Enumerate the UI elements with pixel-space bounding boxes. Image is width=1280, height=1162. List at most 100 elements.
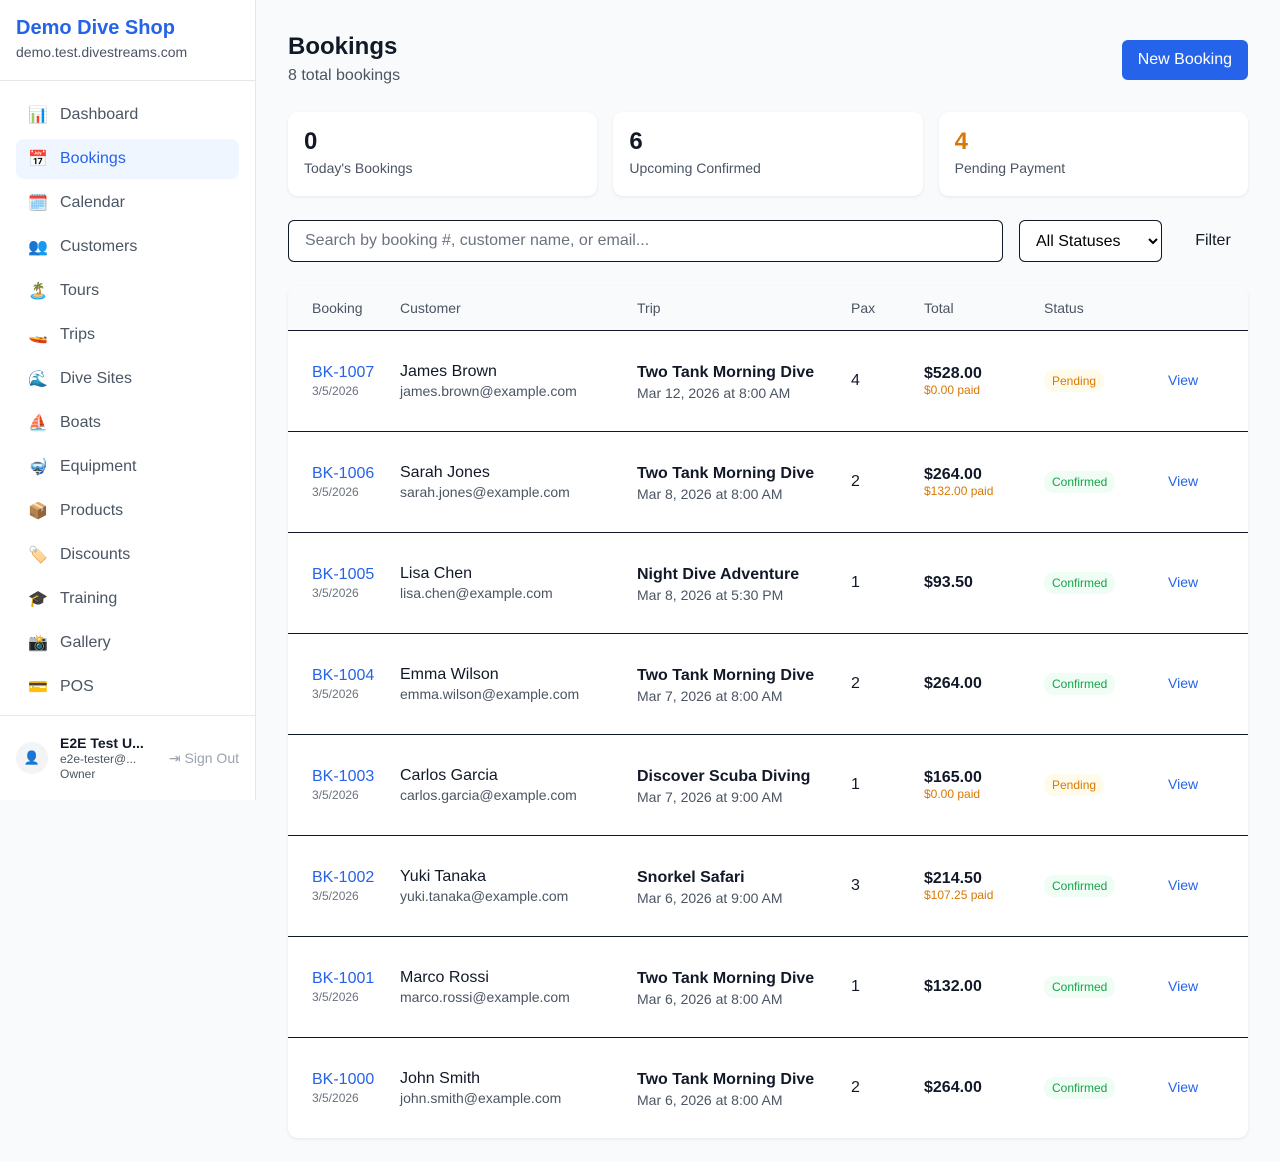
sidebar-item-equipment[interactable]: 🤿 Equipment [16, 447, 239, 487]
sidebar-item-training[interactable]: 🎓 Training [16, 579, 239, 619]
filter-button[interactable]: Filter [1178, 220, 1248, 262]
booking-date: 3/5/2026 [312, 686, 359, 701]
customer-email: lisa.chen@example.com [400, 584, 553, 601]
sidebar-item-dive-sites[interactable]: 🌊 Dive Sites [16, 359, 239, 399]
booking-id-link[interactable]: BK-1005 [312, 565, 375, 583]
trip-name: Two Tank Morning Dive [637, 464, 815, 482]
pax: 4 [851, 330, 924, 432]
status-badge: Confirmed [1044, 1076, 1116, 1099]
search-input[interactable] [288, 220, 1003, 262]
sidebar-item-label: Boats [60, 414, 101, 431]
sidebar-item-label: Trips [60, 326, 95, 343]
user-role: Owner [60, 767, 96, 781]
booking-id-link[interactable]: BK-1000 [312, 1070, 375, 1088]
bookings-icon: 📅 [28, 151, 48, 168]
sidebar-item-label: Dashboard [60, 106, 139, 123]
view-link[interactable]: View [1168, 472, 1199, 489]
shop-host: demo.test.divestreams.com [16, 44, 188, 60]
customer-email: john.smith@example.com [400, 1089, 562, 1106]
sidebar-item-label: Bookings [60, 150, 126, 167]
customer-name: Lisa Chen [400, 564, 473, 582]
new-booking-button[interactable]: New Booking [1121, 40, 1248, 80]
stat-label: Pending Payment [954, 160, 1066, 176]
stat-label: Today's Bookings [304, 160, 413, 176]
view-link[interactable]: View [1168, 371, 1199, 388]
customers-icon: 👥 [28, 239, 48, 256]
paid-amount: $0.00 paid [924, 382, 981, 397]
booking-total: $264.00 [924, 1078, 982, 1096]
column-header: Total [924, 286, 1044, 331]
view-link[interactable]: View [1168, 977, 1199, 994]
status-badge: Confirmed [1044, 470, 1116, 493]
pax: 2 [851, 431, 924, 533]
booking-total: $132.00 [924, 977, 982, 995]
sidebar-item-bookings[interactable]: 📅 Bookings [16, 139, 239, 179]
column-header: Customer [400, 286, 637, 331]
sidebar-item-dashboard[interactable]: 📊 Dashboard [16, 95, 239, 135]
sign-out-icon: ⇥ [168, 749, 185, 766]
pos-icon: 💳 [28, 679, 48, 696]
user-name: E2E Test U... [60, 735, 144, 751]
pax: 2 [851, 633, 924, 735]
table-row: BK-1002 3/5/2026 Yuki Tanaka yuki.tanaka@e… [288, 835, 1248, 937]
pax: 1 [851, 936, 924, 1038]
equipment-icon: 🤿 [28, 459, 48, 476]
booking-id-link[interactable]: BK-1007 [312, 363, 375, 381]
table-row: BK-1005 3/5/2026 Lisa Chen lisa.chen@examp… [288, 532, 1248, 634]
booking-date: 3/5/2026 [312, 1090, 359, 1105]
customer-email: james.brown@example.com [400, 382, 577, 399]
sidebar-item-tours[interactable]: 🏝️ Tours [16, 271, 239, 311]
sidebar: Demo Dive Shop demo.test.divestreams.com… [0, 0, 256, 800]
booking-id-link[interactable]: BK-1004 [312, 666, 375, 684]
trip-date: Mar 6, 2026 at 8:00 AM [637, 1091, 783, 1108]
booking-id-link[interactable]: BK-1006 [312, 464, 375, 482]
status-badge: Confirmed [1044, 672, 1116, 695]
gallery-icon: 📸 [28, 635, 48, 652]
view-link[interactable]: View [1168, 775, 1199, 792]
status-badge: Confirmed [1044, 571, 1116, 594]
user-avatar-icon: 👤 [16, 742, 48, 774]
customer-name: Sarah Jones [400, 463, 490, 481]
sidebar-item-calendar[interactable]: 🗓️ Calendar [16, 183, 239, 223]
sidebar-item-customers[interactable]: 👥 Customers [16, 227, 239, 267]
sidebar-item-gallery[interactable]: 📸 Gallery [16, 623, 239, 663]
sidebar-item-label: Products [60, 502, 124, 519]
sidebar-item-boats[interactable]: ⛵ Boats [16, 403, 239, 443]
booking-date: 3/5/2026 [312, 484, 359, 499]
sign-out-label: Sign Out [184, 749, 239, 766]
table-row: BK-1000 3/5/2026 John Smith john.smith@exa… [288, 1037, 1248, 1138]
sign-out-button[interactable]: ⇥ Sign Out [169, 750, 239, 767]
booking-id-link[interactable]: BK-1001 [312, 969, 375, 987]
customer-name: Carlos Garcia [400, 766, 498, 784]
booking-date: 3/5/2026 [312, 585, 359, 600]
sidebar-item-discounts[interactable]: 🏷️ Discounts [16, 535, 239, 575]
training-icon: 🎓 [28, 591, 48, 608]
view-link[interactable]: View [1168, 573, 1199, 590]
sidebar-item-trips[interactable]: 🚤 Trips [16, 315, 239, 355]
view-link[interactable]: View [1168, 674, 1199, 691]
sidebar-item-products[interactable]: 📦 Products [16, 491, 239, 531]
stat-card: 4 Pending Payment [938, 112, 1248, 196]
paid-amount: $0.00 paid [924, 786, 981, 801]
sidebar-item-label: Discounts [60, 546, 131, 563]
shop-name[interactable]: Demo Dive Shop [16, 17, 175, 39]
dashboard-icon: 📊 [28, 107, 48, 124]
view-link[interactable]: View [1168, 876, 1199, 893]
sidebar-item-label: Dive Sites [60, 370, 133, 387]
sidebar-item-pos[interactable]: 💳 POS [16, 667, 239, 707]
table-row: BK-1006 3/5/2026 Sarah Jones sarah.jones@e… [288, 431, 1248, 533]
booking-id-link[interactable]: BK-1002 [312, 868, 375, 886]
trip-name: Two Tank Morning Dive [637, 666, 815, 684]
boats-icon: ⛵ [28, 415, 48, 432]
column-header: Status [1044, 286, 1168, 331]
paid-amount: $107.25 paid [924, 887, 994, 902]
status-select[interactable]: All Statuses [1019, 220, 1162, 262]
booking-total: $264.00 [924, 674, 982, 692]
trip-name: Night Dive Adventure [637, 565, 800, 583]
booking-id-link[interactable]: BK-1003 [312, 767, 375, 785]
view-link[interactable]: View [1168, 1078, 1199, 1095]
booking-date: 3/5/2026 [312, 383, 359, 398]
sidebar-item-label: Tours [60, 282, 100, 299]
customer-name: Marco Rossi [400, 968, 489, 986]
customer-email: marco.rossi@example.com [400, 988, 570, 1005]
